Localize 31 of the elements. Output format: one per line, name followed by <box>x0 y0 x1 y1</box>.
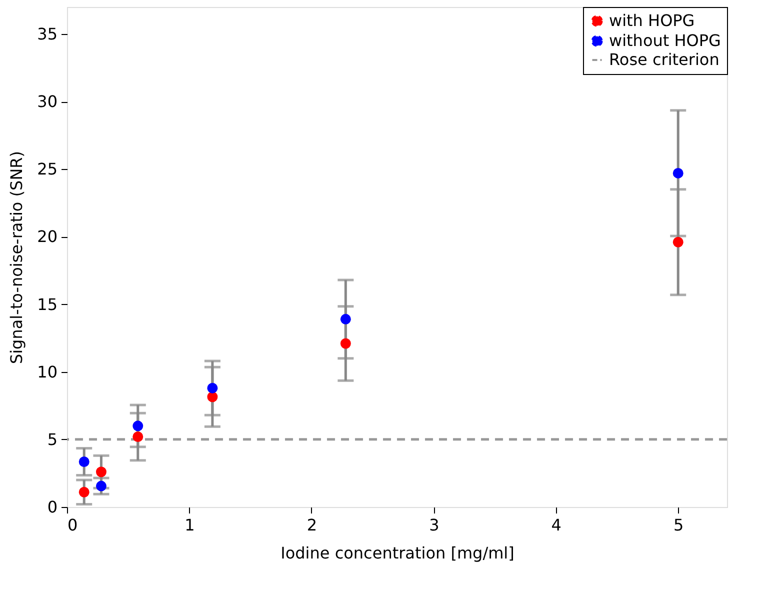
x-tick-label: 3 <box>429 516 440 534</box>
point <box>340 314 351 324</box>
y-tick-label: 30 <box>37 92 58 112</box>
point <box>672 236 684 248</box>
y-tick-label: 35 <box>37 24 58 44</box>
x-tick-label: 5 <box>674 516 684 534</box>
point <box>207 392 218 402</box>
x-tick-label: 1 <box>184 516 195 534</box>
point <box>96 466 106 478</box>
point <box>132 431 144 442</box>
point <box>78 456 90 467</box>
y-tick-label: 25 <box>37 160 58 179</box>
point <box>340 338 351 349</box>
point <box>96 480 106 492</box>
point <box>672 168 684 178</box>
x-tick-label: 2 <box>306 516 318 534</box>
point <box>207 382 218 394</box>
x-tick-label: 0 <box>68 516 78 534</box>
y-tick-label: 15 <box>37 294 58 314</box>
x-tick-label: 4 <box>551 516 562 534</box>
legend-label: without HOPG <box>609 31 721 50</box>
y-axis-title: Signal-to-noise-ratio (SNR) <box>7 150 26 364</box>
point <box>132 420 144 432</box>
legend-label: with HOPG <box>609 11 695 30</box>
legend-label: Rose criterion <box>609 50 720 69</box>
point <box>78 486 90 498</box>
y-tick-label: 0 <box>47 498 58 516</box>
y-tick-label: 10 <box>37 362 58 382</box>
y-tick-label: 5 <box>47 430 58 449</box>
x-axis-title: Iodine concentration [mg/ml] <box>280 544 514 562</box>
y-tick-label: 20 <box>37 227 58 246</box>
